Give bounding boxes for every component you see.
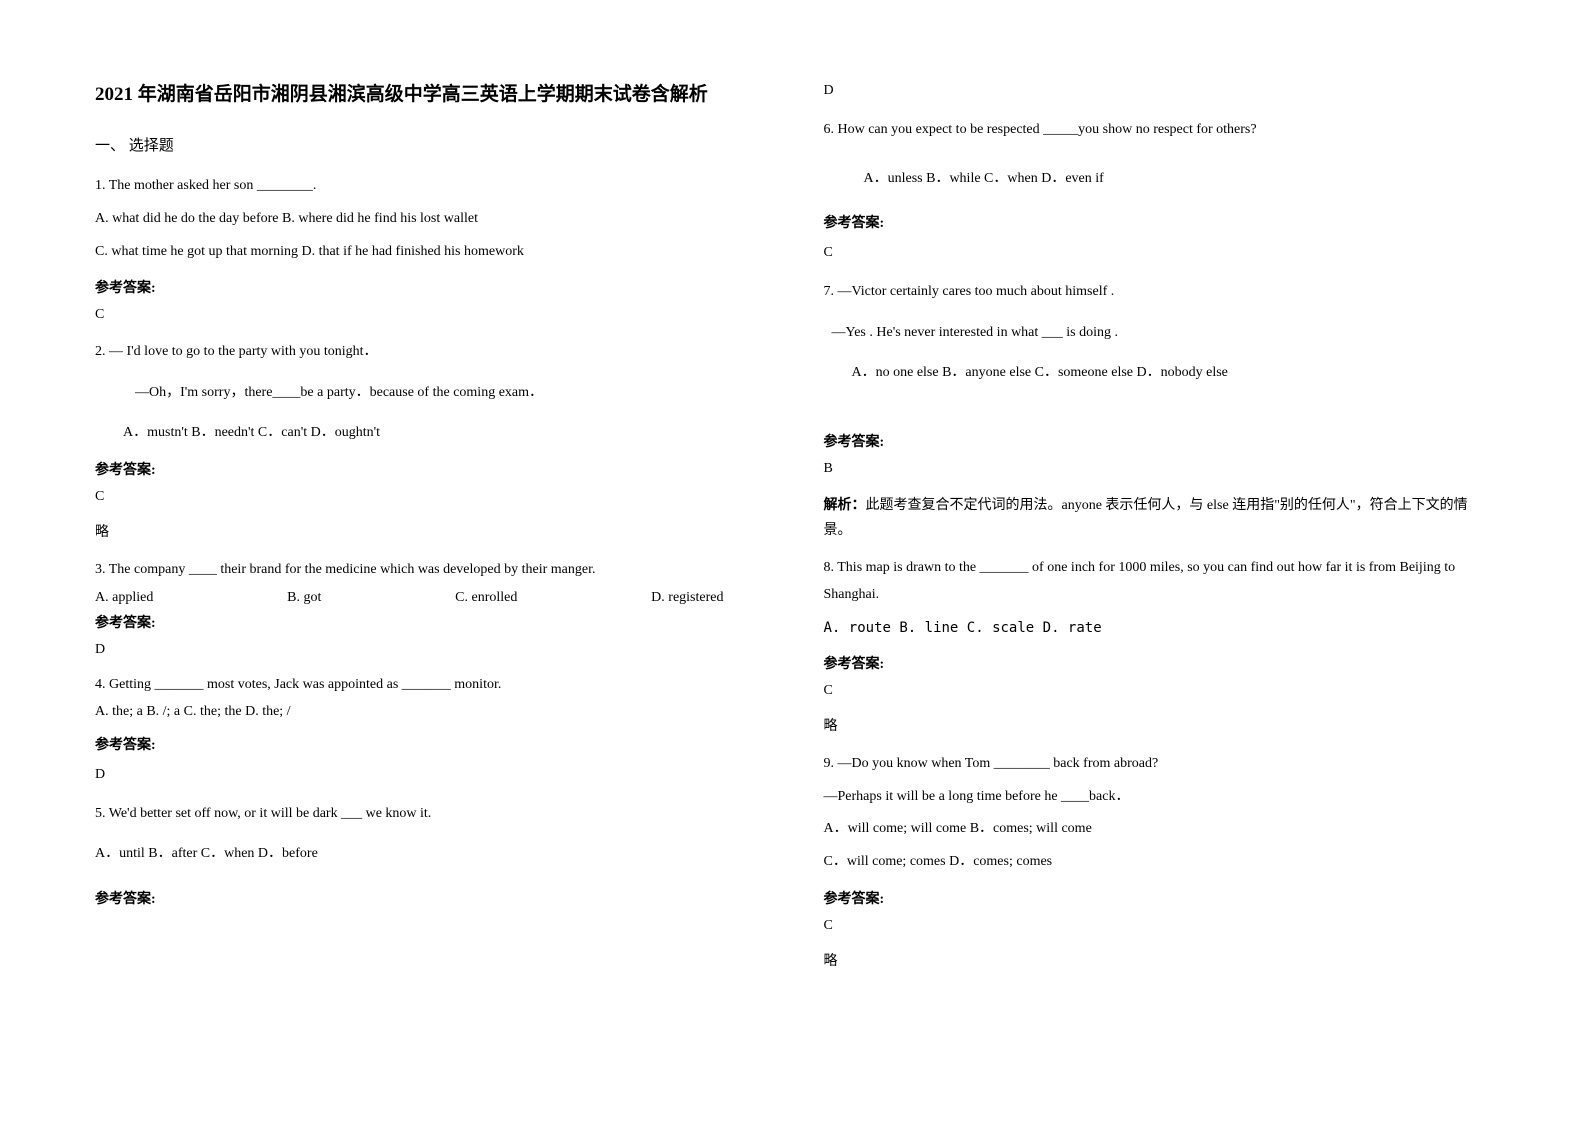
q7-line2: —Yes . He's never interested in what ___… [824,320,1493,347]
q7-answer-label: 参考答案: [824,431,1493,451]
q4-options: A. the; a B. /; a C. the; the D. the; / [95,701,764,722]
q2-text: 2. — I'd love to go to the party with yo… [95,339,764,366]
q3-text: 3. The company ____ their brand for the … [95,557,764,584]
q7-explanation: 解析：此题考查复合不定代词的用法。anyone 表示任何人，与 else 连用指… [824,493,1493,543]
q6-options: A．unless B．while C．when D．even if [824,166,1493,193]
q7-explanation-text: 此题考查复合不定代词的用法。anyone 表示任何人，与 else 连用指"别的… [824,498,1468,538]
q8-note: 略 [824,715,1493,735]
q4-answer-label: 参考答案: [95,734,764,754]
q5-answer-label: 参考答案: [95,888,764,908]
q8-options: A. route B. line C. scale D. rate [824,615,1493,642]
q4-text: 4. Getting _______ most votes, Jack was … [95,674,764,695]
q2-answer-label: 参考答案: [95,459,764,479]
q8-text: 8. This map is drawn to the _______ of o… [824,555,1493,608]
q3-opt-b: B. got [287,590,321,606]
q9-options-1: A．will come; will come B．comes; will com… [824,816,1493,843]
q2-answer: C [95,489,764,505]
q9-answer: C [824,918,1493,934]
q7-explanation-label: 解析： [824,498,866,513]
q9-note: 略 [824,950,1493,970]
q9-options-2: C．will come; comes D．comes; comes [824,849,1493,876]
q9-answer-label: 参考答案: [824,888,1493,908]
q1-text: 1. The mother asked her son ________. [95,173,764,200]
q5-text: 5. We'd better set off now, or it will b… [95,801,764,828]
q3-opt-d: D. registered [651,590,723,606]
q3-opt-a: A. applied [95,590,153,606]
q3-options: A. applied B. got C. enrolled D. registe… [95,590,764,606]
left-column: 2021 年湖南省岳阳市湘阴县湘滨高级中学高三英语上学期期末试卷含解析 一、 选… [95,80,764,1042]
q6-answer: C [824,242,1493,263]
q3-answer: D [95,642,764,658]
q2-note: 略 [95,521,764,541]
q1-answer: C [95,307,764,323]
q7-options: A．no one else B．anyone else C．someone el… [824,360,1493,387]
right-column: D 6. How can you expect to be respected … [824,80,1493,1042]
q1-options-ab: A. what did he do the day before B. wher… [95,206,764,233]
q3-opt-c: C. enrolled [455,590,517,606]
q6-answer-label: 参考答案: [824,212,1493,232]
q5-options: A．until B．after C．when D．before [95,841,764,868]
q7-answer: B [824,461,1493,477]
q1-answer-label: 参考答案: [95,277,764,297]
q8-answer-label: 参考答案: [824,653,1493,673]
q5-answer: D [824,80,1493,101]
q8-answer: C [824,683,1493,699]
q9-line2: —Perhaps it will be a long time before h… [824,784,1493,811]
document-title: 2021 年湖南省岳阳市湘阴县湘滨高级中学高三英语上学期期末试卷含解析 [95,80,764,110]
q4-answer: D [95,764,764,785]
q3-answer-label: 参考答案: [95,612,764,632]
section-header: 一、 选择题 [95,134,764,155]
q1-options-cd: C. what time he got up that morning D. t… [95,239,764,266]
q6-text: 6. How can you expect to be respected __… [824,117,1493,144]
q2-line2: —Oh，I'm sorry，there____be a party．becaus… [95,380,764,407]
q7-text: 7. —Victor certainly cares too much abou… [824,279,1493,306]
q2-options: A．mustn't B．needn't C．can't D．oughtn't [95,420,764,447]
q9-text: 9. —Do you know when Tom ________ back f… [824,751,1493,778]
